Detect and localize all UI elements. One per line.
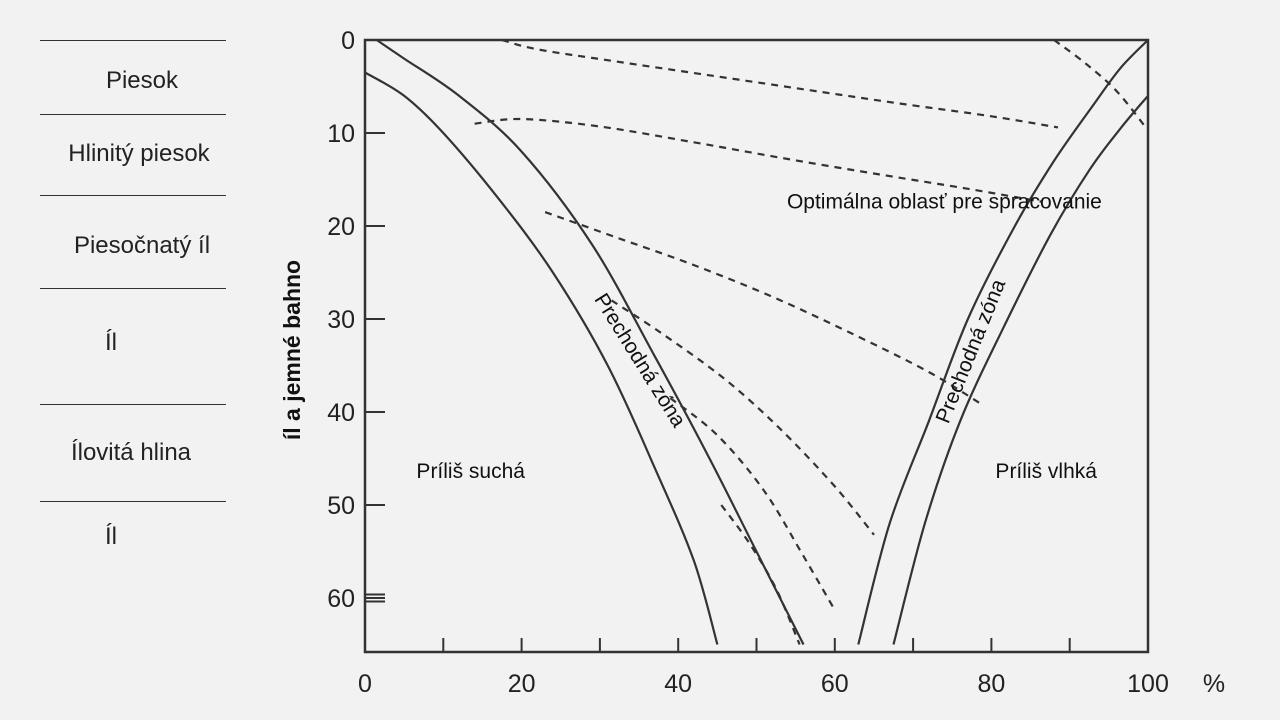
x-tick-label: 80 [977, 670, 1005, 698]
y-tick-label: 20 [327, 213, 355, 241]
y-tick-label: 10 [327, 120, 355, 148]
soil-type-label: Hlinitý piesok [68, 140, 210, 167]
transition-boundaries [365, 40, 1148, 645]
x-tick-label: 40 [664, 670, 692, 698]
contour-curve [720, 504, 801, 645]
contour-curve [1053, 40, 1148, 129]
x-tick-label: 0 [358, 670, 372, 698]
workability-contours [474, 40, 1148, 645]
soil-type-label: Piesočnatý íl [73, 232, 211, 259]
x-unit-label: % [1203, 670, 1225, 698]
soil-type-label: Íl [105, 523, 117, 550]
region-annotation: Príliš vlhká [995, 460, 1097, 483]
boundary-curve [892, 95, 1148, 645]
x-tick-label: 100 [1127, 670, 1169, 698]
region-annotation: Optimálna oblasť pre spracovanie [787, 190, 1102, 213]
contour-curve [544, 211, 985, 407]
contour-curve [501, 40, 1059, 129]
legend-divider [40, 288, 226, 289]
contour-curve [474, 117, 1043, 203]
legend-divider [40, 501, 226, 502]
x-tick-label: 20 [508, 670, 536, 698]
y-axis-label: íl a jemné bahno [279, 260, 305, 440]
legend-divider [40, 114, 226, 115]
chart-axes: 0 20 40 60 80 100 % 0 10 20 30 40 50 60 íl a jemné bah… [279, 27, 1225, 698]
soil-type-label: Ílovitá hlina [70, 439, 192, 466]
y-tick-label: 60 [327, 585, 355, 613]
y-tick-label: 40 [327, 399, 355, 427]
y-tick-label: 30 [327, 306, 355, 334]
boundary-curve [365, 71, 719, 645]
contour-curve [669, 397, 836, 611]
region-annotation: Príliš suchá [416, 460, 525, 483]
y-tick-label: 0 [341, 27, 355, 55]
boundary-curve [376, 40, 805, 645]
plot-frame [363, 38, 1150, 654]
legend-divider [40, 195, 226, 196]
region-annotation: Prechodná zóna [932, 276, 1011, 427]
contour-curve [610, 299, 875, 536]
boundary-curve [857, 40, 1148, 645]
soil-type-label: Piesok [105, 67, 179, 94]
soil-type-label: Íl [105, 329, 117, 356]
y-tick-label: 50 [327, 492, 355, 520]
legend-divider [40, 404, 226, 405]
legend-divider [40, 40, 226, 41]
x-tick-label: 60 [821, 670, 849, 698]
